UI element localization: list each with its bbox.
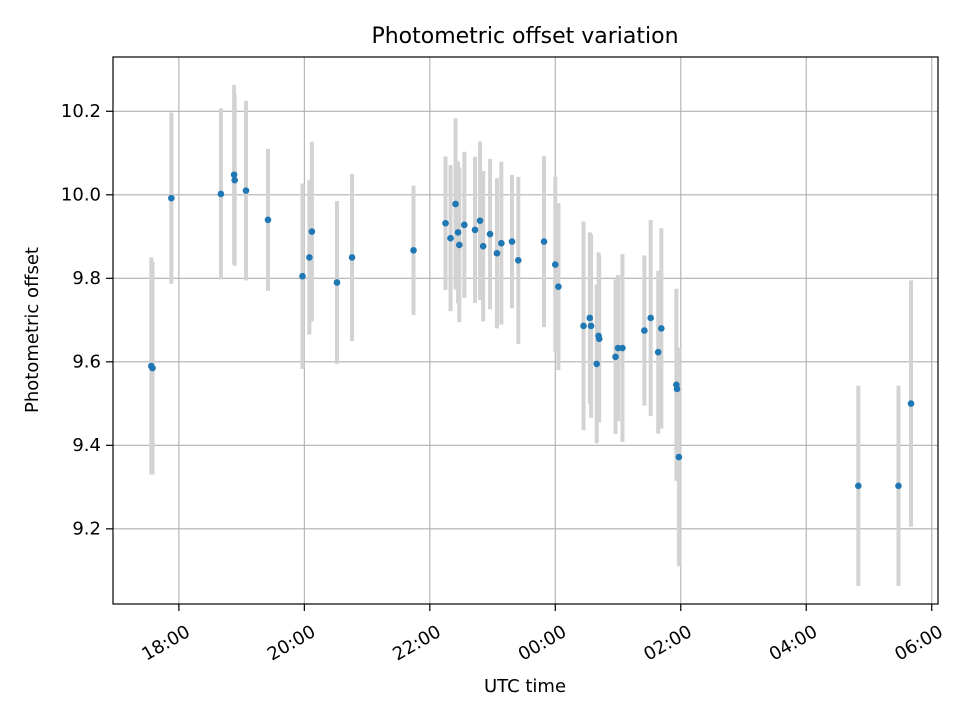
data-point (895, 482, 902, 490)
data-point (242, 187, 250, 194)
data-point (595, 335, 603, 343)
data-point (658, 325, 665, 332)
plot-frame (112, 56, 939, 605)
data-point (498, 239, 505, 247)
data-point (486, 230, 494, 238)
data-point (476, 217, 484, 224)
data-point (654, 348, 662, 356)
data-point (333, 279, 341, 286)
data-point (586, 314, 594, 322)
data-point (479, 242, 487, 250)
data-point (442, 219, 449, 227)
data-point (308, 228, 316, 235)
data-point (299, 272, 306, 280)
data-point (452, 200, 459, 208)
point-layer (147, 171, 915, 490)
y-tick-label: 10.2 (61, 101, 101, 122)
data-point (348, 254, 356, 261)
y-tick-label: 9.6 (72, 351, 101, 372)
data-point (306, 254, 313, 261)
data-point (587, 322, 595, 330)
y-tick-label: 9.8 (72, 268, 101, 289)
y-tick-label: 9.4 (72, 435, 101, 456)
chart-title: Photometric offset variation (371, 24, 678, 49)
data-point (673, 385, 681, 393)
data-point (461, 221, 468, 229)
y-tick-label: 9.2 (72, 518, 101, 539)
data-point (410, 247, 417, 254)
data-point (264, 216, 272, 224)
data-point (593, 360, 601, 368)
data-point (454, 229, 462, 236)
data-point (555, 283, 562, 290)
data-point (230, 171, 238, 179)
data-point (447, 234, 454, 242)
data-point (675, 453, 683, 461)
data-point (508, 238, 516, 245)
y-axis-label: Photometric offset (22, 247, 43, 413)
data-point (647, 314, 654, 322)
data-point (619, 344, 626, 352)
data-point (149, 364, 156, 372)
data-point (540, 238, 548, 245)
data-point (612, 353, 619, 361)
data-point (471, 226, 479, 234)
y-tick-label: 10.0 (61, 184, 101, 205)
data-point (855, 482, 862, 490)
data-point (580, 322, 587, 330)
x-axis-label: UTC time (484, 676, 566, 697)
grid-layer (113, 57, 938, 604)
data-point (456, 241, 463, 249)
data-point (641, 327, 648, 334)
data-point (493, 249, 501, 257)
data-point (168, 194, 175, 202)
data-point (552, 261, 559, 268)
data-point (217, 190, 225, 198)
data-point (907, 400, 915, 407)
data-point (231, 176, 239, 184)
data-point (514, 257, 522, 264)
